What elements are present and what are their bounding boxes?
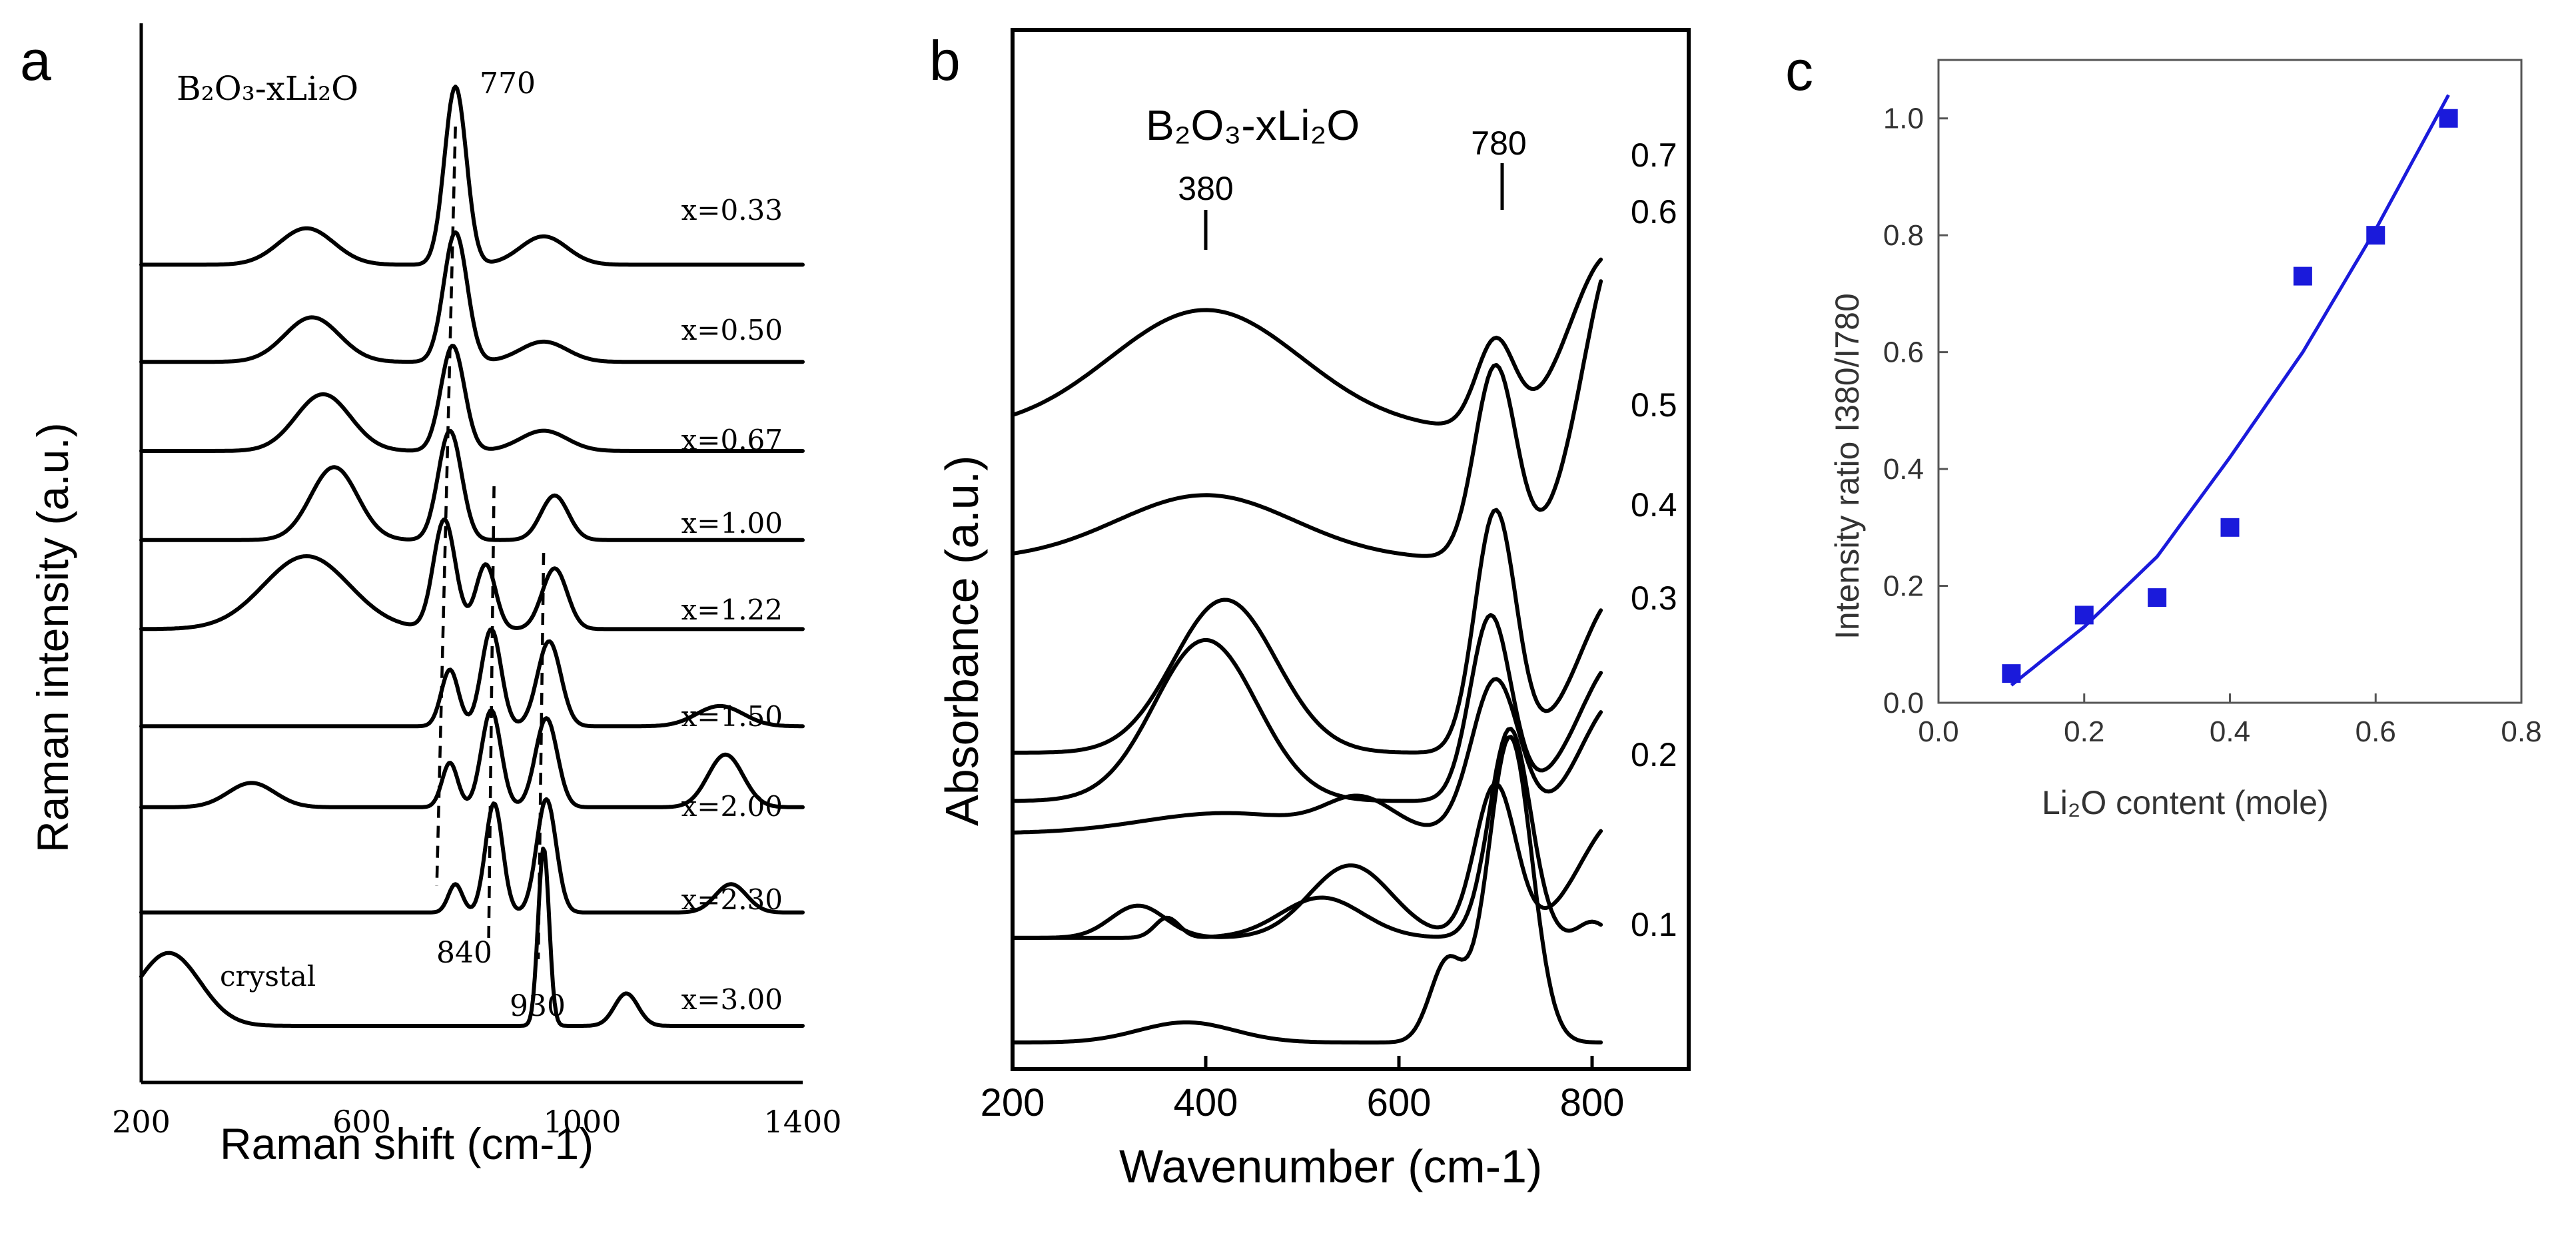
panel-c-y-tick-0: 0.0: [1883, 687, 1924, 719]
panel-a-annotation-840: 840: [436, 936, 492, 970]
panel-a-series-7: [139, 797, 805, 915]
panel-a-dashed-guide-2: [536, 552, 546, 960]
panel-a-curve-label-3: x=1.00: [681, 507, 783, 540]
panel-c-point-1: [2074, 606, 2094, 625]
panel-c-point-5: [2366, 226, 2385, 245]
panel-a-x-tick-0: 200: [112, 1104, 171, 1140]
panel-letter-a: a: [20, 29, 51, 92]
panel-a-curve-label-5: x=1.50: [681, 700, 783, 733]
panel-a-series-8: [139, 846, 805, 1028]
panel-c-x-tick-2: 0.4: [2210, 715, 2250, 748]
panel-c-x-tick-0: 0.0: [1918, 715, 1958, 748]
panel-c-fit-curve: [2010, 94, 2450, 687]
panel-a-title: B₂O₃-xLi₂O: [177, 69, 358, 108]
panel-b-series-6: [1011, 727, 1603, 940]
panel-c-x-label: Li₂O content (mole): [2042, 784, 2329, 821]
panel-a-annotation-930: 930: [510, 989, 566, 1023]
panel-a-raman-chart: 200 600 1000 1400 B₂O₃-xLi₂O 770 840 930 x=0.…: [28, 23, 842, 1168]
panel-b-curve-label-0.2: 0.2: [1631, 736, 1677, 773]
panel-a-x-tick-1: 600: [332, 1104, 391, 1140]
panel-a-curve-label-1: x=0.50: [681, 314, 783, 346]
panel-b-series-3: [1011, 613, 1603, 803]
panel-a-series-3: [139, 428, 805, 542]
panel-c-point-2: [2148, 588, 2167, 608]
panel-a-x-label: Raman shift (cm-1): [220, 1119, 594, 1168]
panel-b-x-tick-1: 400: [1174, 1081, 1238, 1124]
panel-a-curve-label-2: x=0.67: [681, 424, 783, 456]
panel-b-curve-label-0.3: 0.3: [1631, 580, 1677, 617]
panel-b-curve-label-0.7: 0.7: [1631, 137, 1677, 174]
panel-c-x-tick-4: 0.8: [2501, 715, 2541, 748]
panel-c-frame: [1937, 59, 2523, 704]
panel-c-y-tick-3: 0.6: [1883, 336, 1924, 369]
panel-c-point-3: [2220, 518, 2240, 537]
panel-b-curve-label-0.6: 0.6: [1631, 193, 1677, 230]
panel-a-series-2: [139, 344, 805, 453]
panel-b-series-1: [1011, 279, 1603, 558]
panel-b-series-5: [1011, 781, 1603, 940]
panel-a-series-0: [139, 85, 805, 267]
panel-c-y-tick-2: 0.4: [1883, 453, 1924, 486]
panel-c-point-0: [2002, 664, 2021, 683]
panel-c-x-tick-3: 0.6: [2356, 715, 2396, 748]
panel-a-crystal-label: crystal: [220, 960, 316, 993]
panel-a-x-tick-3: 1400: [763, 1104, 841, 1140]
panel-a-dashed-guide-1: [487, 486, 496, 940]
panel-a-series-6: [139, 708, 805, 809]
panel-b-title: B₂O₃-xLi₂O: [1146, 101, 1360, 149]
panel-c-y-tick-4: 0.8: [1883, 219, 1924, 252]
panel-a-curve-label-4: x=1.22: [681, 594, 783, 626]
panel-b-x-tick-3: 800: [1560, 1081, 1625, 1124]
panel-letter-c: c: [1785, 39, 1813, 102]
panel-a-curve-label-6: x=2.00: [681, 790, 783, 823]
panel-c-y-tick-5: 1.0: [1883, 103, 1924, 135]
panel-c-point-6: [2439, 109, 2458, 128]
panel-b-series-7: [1011, 735, 1603, 1044]
panel-a-curve-label-8: x=3.00: [681, 983, 783, 1016]
panel-b-annotation-380: 380: [1178, 170, 1233, 207]
panel-c-x-tick-1: 0.2: [2064, 715, 2104, 748]
panel-b-annotation-780: 780: [1471, 125, 1526, 162]
panel-a-series-5: [139, 627, 805, 729]
panel-a-series-1: [139, 230, 805, 364]
panel-b-series-0: [1011, 257, 1603, 426]
panel-c-ratio-chart: 0.0 0.2 0.4 0.6 0.8 0.0 0.2 0.4 0.6 0.8 1.0 Li₂O c…: [1829, 59, 2542, 821]
panel-b-x-tick-0: 200: [981, 1081, 1045, 1124]
panel-b-series-4: [1011, 677, 1603, 835]
panel-c-y-tick-1: 0.2: [1883, 570, 1924, 603]
panel-a-series-4: [139, 517, 805, 631]
panel-b-series-2: [1011, 508, 1603, 755]
panel-b-curve-label-0.4: 0.4: [1631, 486, 1677, 524]
panel-b-y-label: Absorbance (a.u.): [936, 456, 988, 826]
panel-a-x-tick-2: 1000: [543, 1104, 621, 1140]
panel-a-curve-label-0: x=0.33: [681, 194, 783, 226]
panel-a-curve-label-7: x=2.30: [681, 883, 783, 916]
panel-a-y-label: Raman intensity (a.u.): [28, 422, 77, 853]
panel-c-y-label: Intensity ratio I380/I780: [1829, 293, 1866, 639]
panel-a-dashed-guide-0: [435, 126, 457, 887]
panel-b-x-tick-2: 600: [1367, 1081, 1432, 1124]
panel-a-annotation-770: 770: [480, 67, 536, 101]
panel-b-frame: [1011, 28, 1691, 1071]
panel-c-point-4: [2293, 266, 2312, 286]
panel-b-x-label: Wavenumber (cm-1): [1119, 1140, 1542, 1192]
panel-b-absorbance-chart: 200 400 600 800 B₂O₃-xLi₂O 380 780 0.7 0.6 0.5…: [936, 28, 1691, 1192]
panel-b-curve-label-0.5: 0.5: [1631, 386, 1677, 424]
panel-letter-b: b: [929, 29, 961, 92]
panel-b-curve-label-0.1: 0.1: [1631, 906, 1677, 943]
